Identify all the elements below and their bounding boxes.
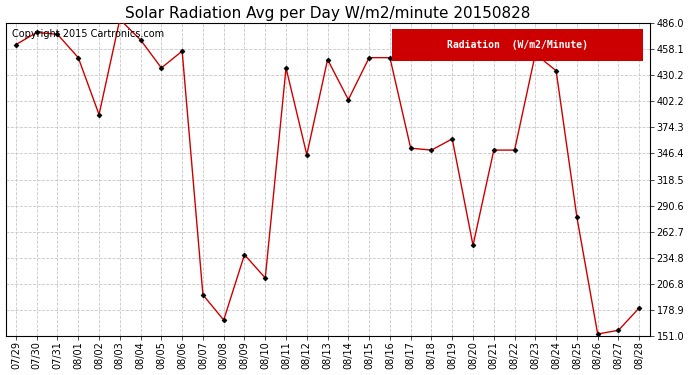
Title: Solar Radiation Avg per Day W/m2/minute 20150828: Solar Radiation Avg per Day W/m2/minute …	[125, 6, 531, 21]
Text: Copyright 2015 Cartronics.com: Copyright 2015 Cartronics.com	[12, 29, 164, 39]
